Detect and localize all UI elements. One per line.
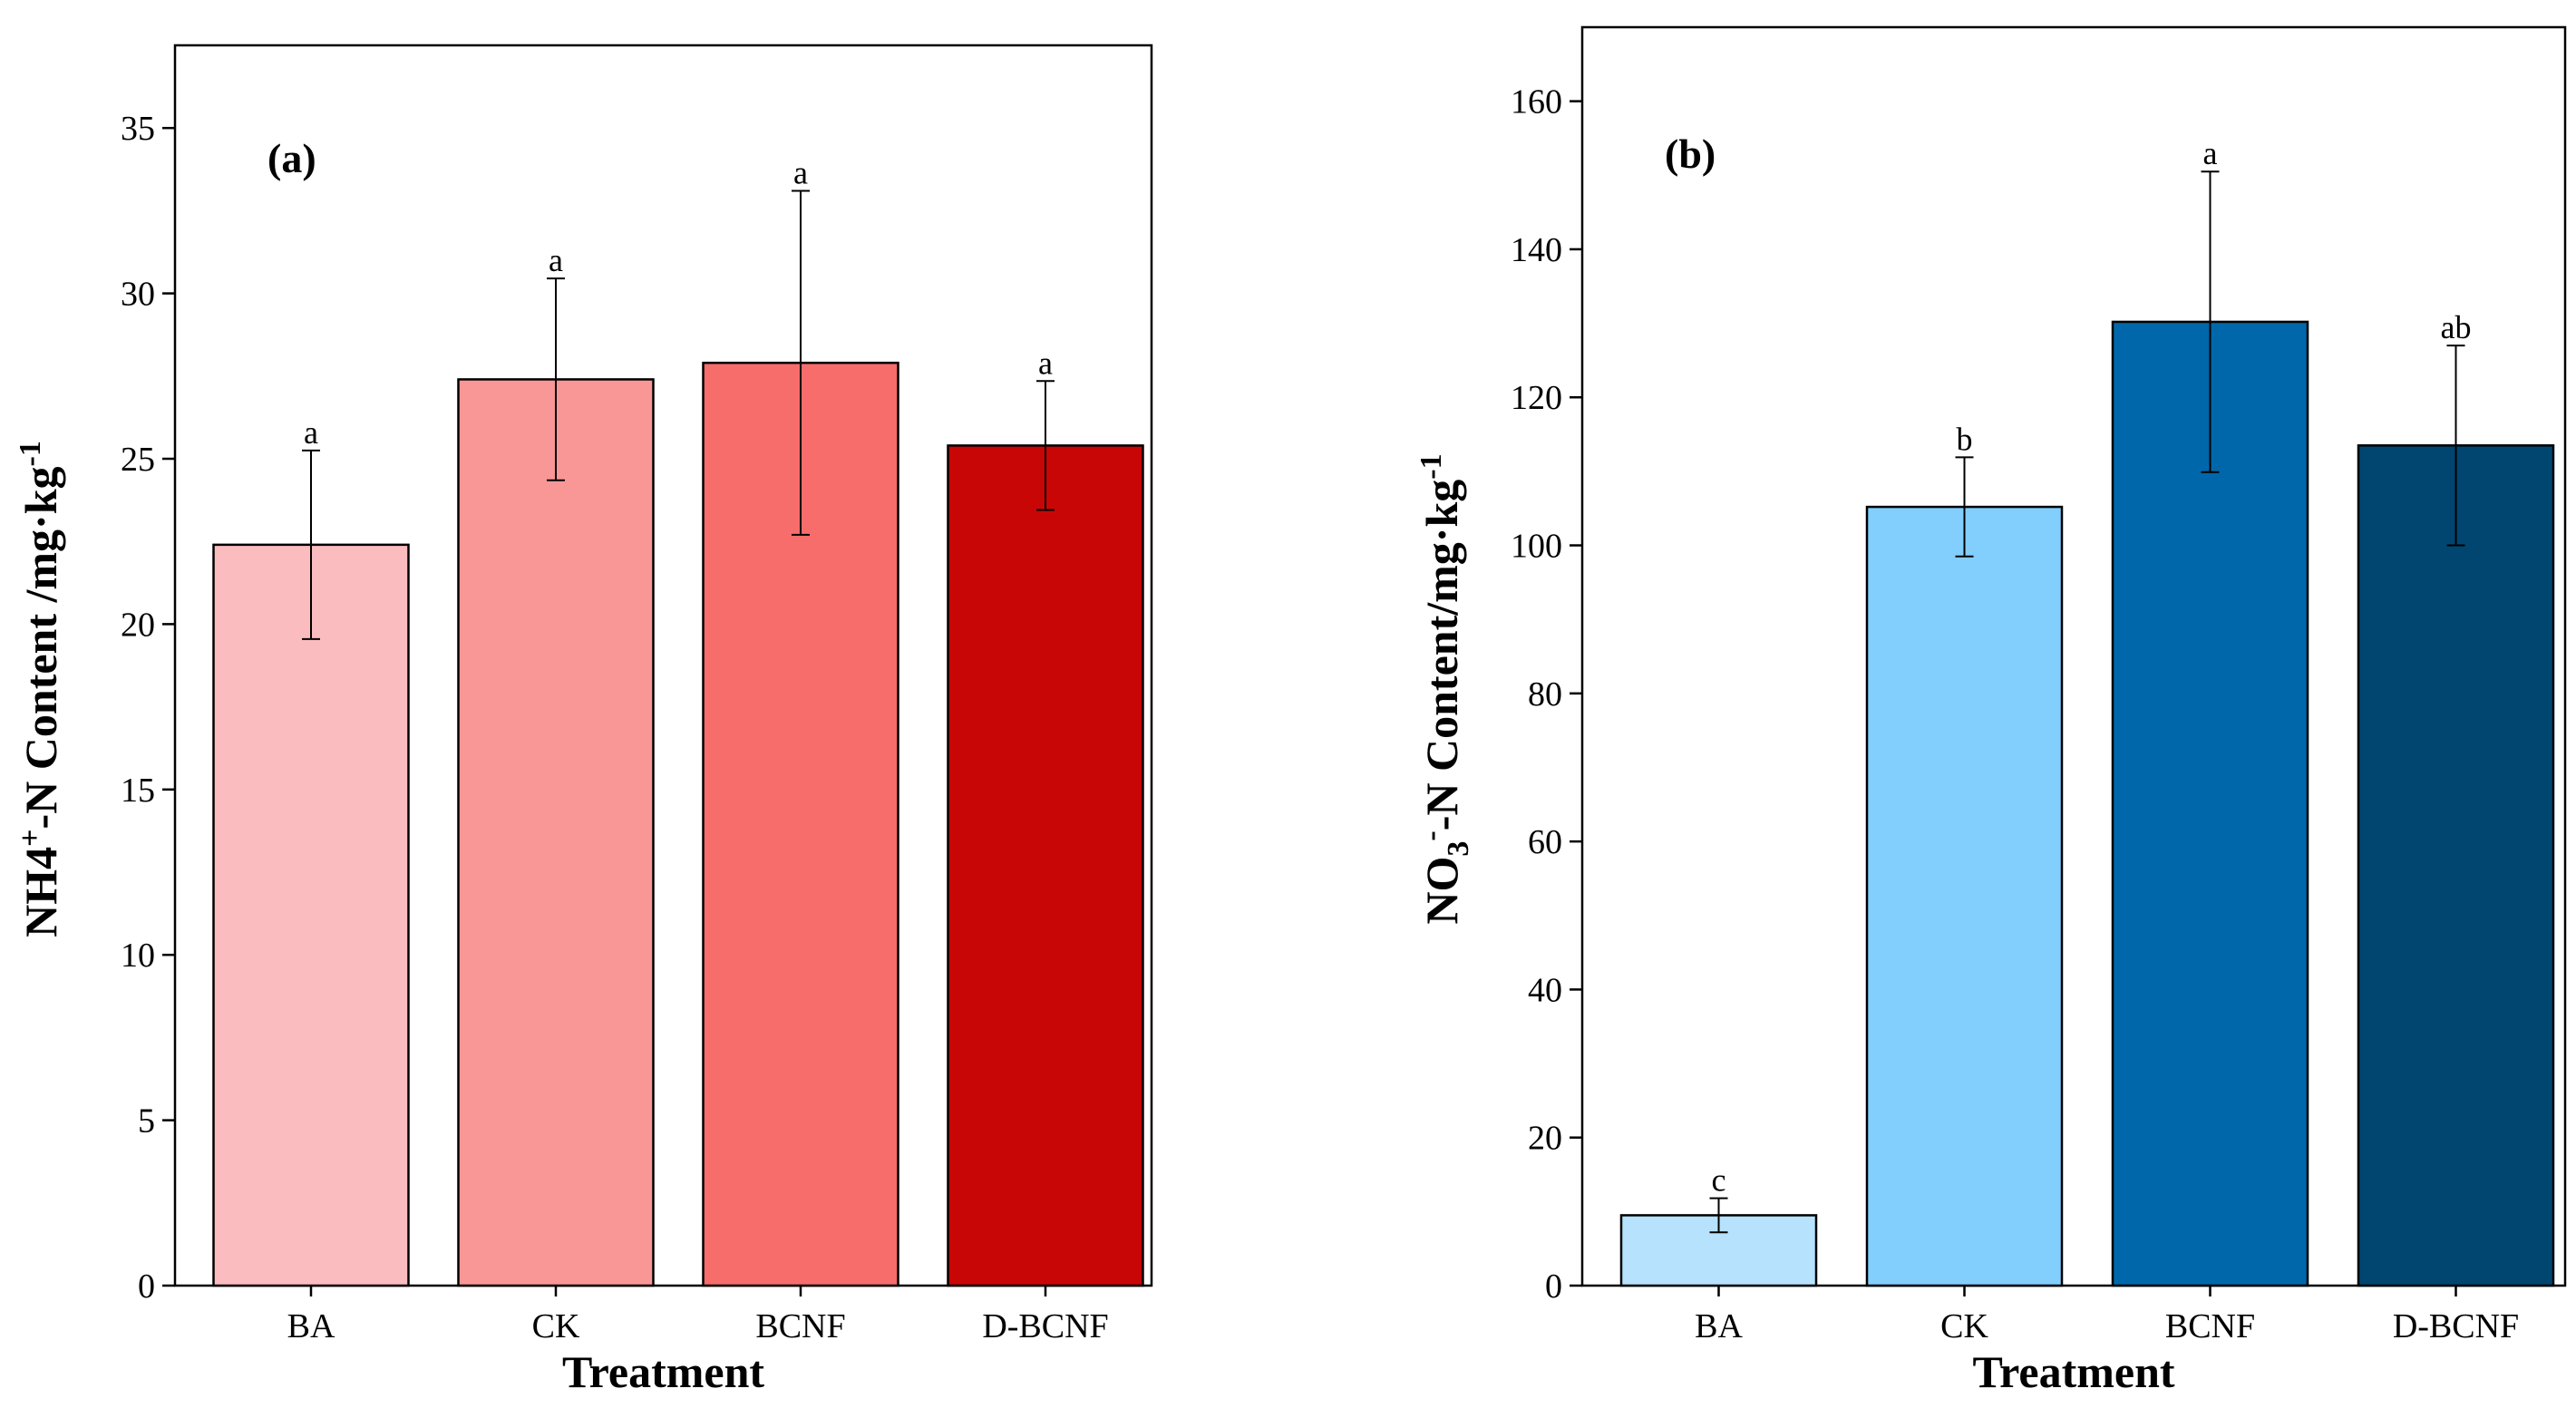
y-tick-label: 40 bbox=[1528, 971, 1562, 1009]
bar-ba bbox=[212, 543, 410, 1287]
y-tick-label: 10 bbox=[121, 937, 155, 975]
x-tick-label: BA bbox=[287, 1307, 335, 1345]
error-bar-ck bbox=[1955, 456, 1974, 558]
significance-label: c bbox=[1712, 1162, 1726, 1199]
error-bar-bcnf bbox=[792, 189, 810, 536]
error-bar-bcnf bbox=[2201, 170, 2220, 473]
significance-label: a bbox=[1038, 345, 1053, 381]
x-tick-label: CK bbox=[532, 1307, 580, 1345]
y-tick-label: 0 bbox=[138, 1267, 155, 1306]
error-bar-d-bcnf bbox=[1036, 380, 1055, 511]
y-tick-label: 25 bbox=[121, 441, 155, 479]
y-tick-label: 120 bbox=[1511, 379, 1562, 417]
y-tick-label: 20 bbox=[1528, 1120, 1562, 1158]
y-tick-label: 140 bbox=[1511, 231, 1562, 269]
y-tick-label: 30 bbox=[121, 276, 155, 314]
panel-b-plot-frame bbox=[1580, 25, 2567, 1287]
panel-a-tag: (a) bbox=[267, 135, 316, 181]
significance-label: a bbox=[793, 155, 808, 191]
y-tick-label: 100 bbox=[1511, 528, 1562, 566]
x-tick-label: BCNF bbox=[755, 1307, 845, 1345]
significance-label: ab bbox=[2441, 309, 2472, 345]
y-tick-label: 15 bbox=[121, 772, 155, 810]
panel-a-plot-frame bbox=[173, 44, 1153, 1287]
bar-ck bbox=[1865, 505, 2064, 1287]
error-bar-ba bbox=[302, 449, 320, 640]
panel-a-x-axis-title: Treatment bbox=[562, 1346, 764, 1397]
bar-bcnf bbox=[2111, 320, 2309, 1287]
x-tick-label: BCNF bbox=[2165, 1307, 2255, 1345]
error-bar-d-bcnf bbox=[2446, 345, 2465, 547]
significance-label: b bbox=[1957, 421, 1973, 457]
significance-label: a bbox=[2203, 135, 2218, 171]
y-tick-label: 0 bbox=[1545, 1267, 1562, 1306]
y-tick-label: 20 bbox=[121, 606, 155, 644]
panel-a-y-axis-title: NH4+-N Content /mg·kg-1 bbox=[14, 441, 66, 937]
y-tick-label: 5 bbox=[138, 1102, 155, 1141]
x-tick-label: D-BCNF bbox=[982, 1307, 1108, 1345]
error-bar-ba bbox=[1709, 1197, 1728, 1234]
y-tick-label: 80 bbox=[1528, 675, 1562, 714]
bar-ck bbox=[457, 378, 655, 1287]
panel-b-x-axis-title: Treatment bbox=[1972, 1346, 2174, 1397]
significance-label: a bbox=[304, 414, 318, 451]
y-tick-label: 60 bbox=[1528, 823, 1562, 861]
panel-b-tag: (b) bbox=[1665, 131, 1716, 177]
x-tick-label: CK bbox=[1940, 1307, 1988, 1345]
x-tick-label: BA bbox=[1695, 1307, 1743, 1345]
panel-b-y-axis-title: NO3--N Content/mg·kg-1 bbox=[1414, 453, 1475, 924]
bar-d-bcnf bbox=[2357, 444, 2555, 1287]
panel-b-chart: 0 20 40 60 80 100 120 140 160 c BA b CK a BCNF ab D-BCNF… bbox=[1414, 25, 2567, 1397]
y-tick-label: 160 bbox=[1511, 83, 1562, 121]
error-bar-ck bbox=[547, 277, 565, 481]
x-tick-label: D-BCNF bbox=[2393, 1307, 2519, 1345]
bar-d-bcnf bbox=[947, 444, 1144, 1287]
panel-a-chart: 0 5 10 15 20 25 30 35 a BA a CK a BCNF a D-BCNF Treatmen… bbox=[14, 44, 1153, 1397]
significance-label: a bbox=[549, 242, 563, 278]
y-tick-label: 35 bbox=[121, 110, 155, 148]
